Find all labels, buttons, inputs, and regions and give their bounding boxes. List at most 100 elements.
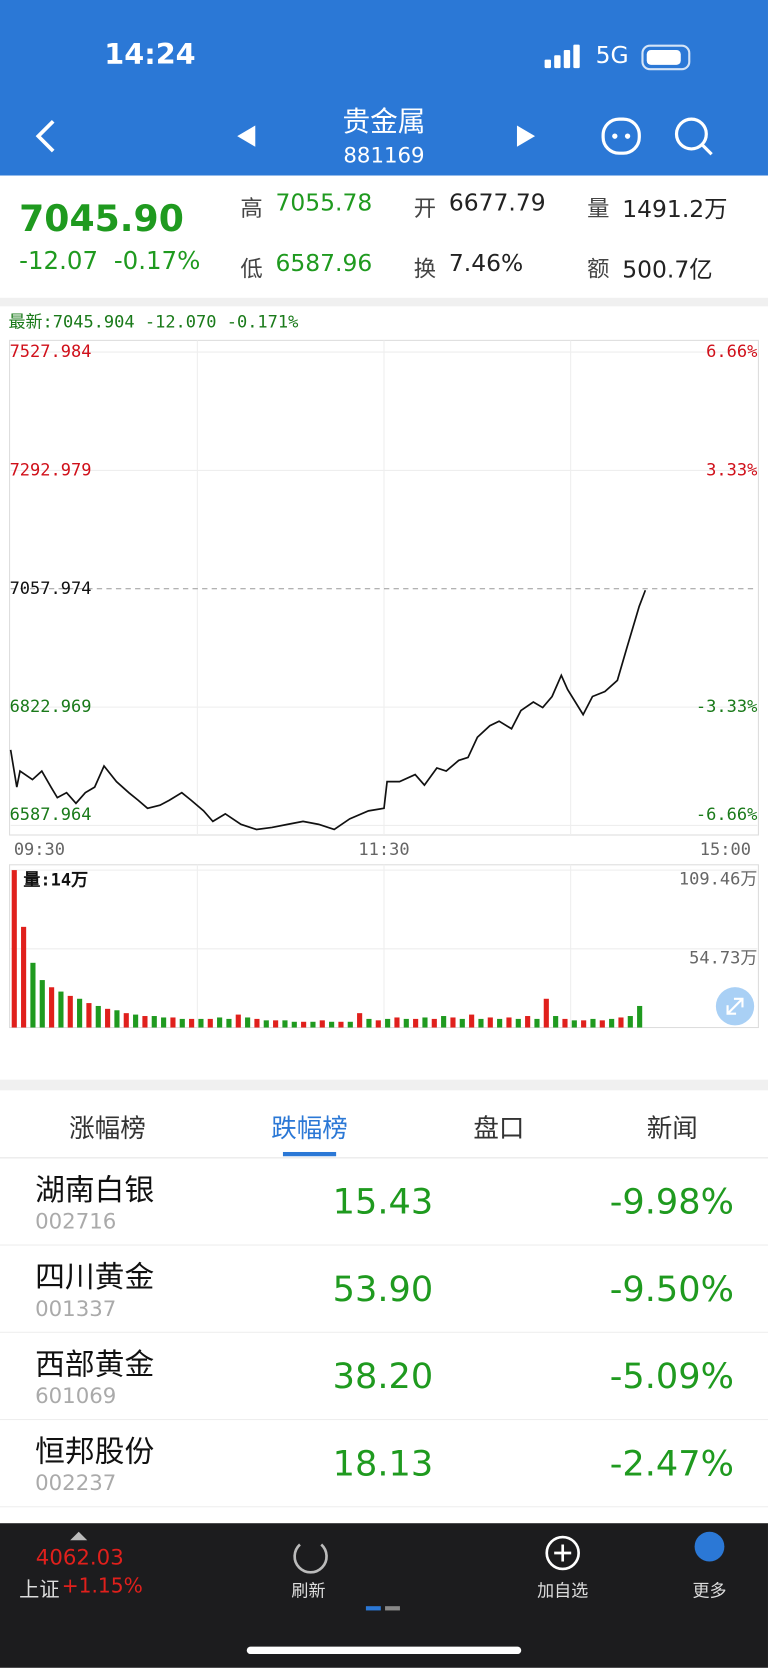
volume-bar bbox=[67, 995, 73, 1028]
volume-bar bbox=[114, 1010, 120, 1028]
stock-price: 38.20 bbox=[332, 1355, 434, 1397]
tab[interactable]: 新闻 bbox=[646, 1113, 698, 1144]
index-value: 4062.03 bbox=[35, 1544, 124, 1571]
change: -12.07 bbox=[19, 247, 99, 276]
volume-bar bbox=[469, 1014, 475, 1028]
stock-change: -5.09% bbox=[609, 1355, 734, 1397]
volume-bar bbox=[198, 1018, 204, 1028]
stat-label: 高 bbox=[240, 195, 263, 222]
stat-label: 量 bbox=[587, 195, 610, 222]
stat-value: 7055.78 bbox=[275, 190, 373, 217]
nav-code: 881169 bbox=[343, 142, 425, 169]
volume-bar bbox=[459, 1018, 465, 1028]
chart: 最新:7045.904 -12.070 -0.171% 09:30 11:30 15:… bbox=[9, 312, 759, 1029]
volume-bar bbox=[637, 1005, 643, 1028]
volume-bar bbox=[571, 1020, 577, 1028]
volume-bar bbox=[189, 1018, 195, 1028]
tab[interactable]: 盘口 bbox=[473, 1113, 525, 1144]
volume-bar bbox=[515, 1018, 521, 1028]
tab[interactable]: 跌幅榜 bbox=[271, 1113, 348, 1144]
clock: 14:24 bbox=[104, 38, 196, 72]
refresh-label[interactable]: 刷新 bbox=[291, 1580, 326, 1601]
refresh-icon[interactable] bbox=[293, 1543, 328, 1574]
stock-price: 53.90 bbox=[332, 1267, 434, 1310]
volume-bar bbox=[226, 1018, 232, 1028]
volume-bar bbox=[77, 998, 83, 1028]
home-indicator bbox=[246, 1646, 522, 1655]
search-button[interactable] bbox=[674, 117, 708, 151]
index-change: +1.15% bbox=[61, 1574, 143, 1598]
stock-code: 002237 bbox=[35, 1470, 117, 1496]
more-label[interactable]: 更多 bbox=[692, 1580, 727, 1601]
y-tick-label: 7527.984 bbox=[10, 342, 92, 362]
more-icon[interactable] bbox=[694, 1531, 725, 1562]
header bbox=[0, 0, 768, 176]
row-divider bbox=[0, 1331, 768, 1333]
volume-bar bbox=[291, 1021, 297, 1028]
status-icons bbox=[544, 44, 691, 71]
y-tick-label: 6587.964 bbox=[10, 805, 92, 825]
volume-tick-label: 109.46万 bbox=[679, 870, 757, 890]
volume-bar bbox=[338, 1021, 344, 1028]
page-dot bbox=[385, 1606, 400, 1611]
volume-bar bbox=[441, 1016, 447, 1028]
chart-header: 最新:7045.904 -12.070 -0.171% bbox=[9, 312, 299, 332]
stock-change: -9.98% bbox=[609, 1180, 734, 1223]
volume-bar bbox=[123, 1013, 129, 1028]
price-line bbox=[9, 589, 647, 831]
add-icon[interactable] bbox=[545, 1535, 580, 1571]
tab[interactable]: 涨幅榜 bbox=[69, 1113, 146, 1144]
chat-button[interactable] bbox=[601, 117, 641, 155]
volume-bar bbox=[525, 1016, 531, 1028]
volume-bar bbox=[30, 962, 36, 1028]
stock-name[interactable]: 西部黄金 bbox=[35, 1346, 155, 1382]
signal-bar bbox=[544, 59, 551, 69]
volume-bar bbox=[431, 1018, 437, 1028]
divider bbox=[0, 1079, 768, 1091]
prev-button[interactable] bbox=[237, 125, 256, 147]
battery bbox=[641, 44, 691, 71]
price: 7045.90 bbox=[19, 197, 184, 241]
stat-label: 换 bbox=[413, 256, 437, 282]
stock-change: -2.47% bbox=[609, 1442, 734, 1484]
volume-bar bbox=[86, 1003, 92, 1028]
x-tick-label: 11:30 bbox=[358, 840, 409, 860]
volume-bar bbox=[590, 1018, 596, 1028]
volume-bar bbox=[403, 1018, 409, 1028]
volume-bar bbox=[254, 1018, 260, 1028]
stock-name[interactable]: 湖南白银 bbox=[35, 1172, 155, 1208]
expand-arrow[interactable] bbox=[70, 1531, 88, 1541]
volume-bar bbox=[58, 991, 64, 1028]
volume-bar bbox=[49, 987, 55, 1028]
index-name: 上证 bbox=[19, 1578, 60, 1602]
signal-bar bbox=[563, 49, 571, 69]
expand-icon bbox=[726, 997, 744, 1015]
y2-tick-label: -6.66% bbox=[696, 805, 757, 825]
volume-bar bbox=[95, 1005, 101, 1028]
stat-value: 6587.96 bbox=[275, 251, 373, 278]
volume-bar bbox=[497, 1018, 503, 1028]
volume-bar bbox=[11, 870, 17, 1028]
volume-tick-label: 54.73万 bbox=[689, 948, 757, 968]
volume-bar bbox=[151, 1016, 157, 1028]
tab-indicator bbox=[282, 1151, 337, 1157]
y-tick-label: 7057.974 bbox=[10, 579, 92, 599]
volume-bar bbox=[142, 1016, 148, 1028]
x-tick-label: 09:30 bbox=[14, 840, 65, 860]
row-divider bbox=[0, 1506, 768, 1508]
volume-bar bbox=[161, 1017, 167, 1028]
volume-bar bbox=[273, 1020, 279, 1028]
icon-dot bbox=[612, 133, 618, 139]
y2-tick-label: 3.33% bbox=[706, 460, 757, 480]
row-divider bbox=[0, 1244, 768, 1246]
volume-bar bbox=[207, 1018, 213, 1028]
volume-bar bbox=[319, 1020, 325, 1028]
stock-name[interactable]: 四川黄金 bbox=[35, 1259, 155, 1295]
stock-name[interactable]: 恒邦股份 bbox=[35, 1433, 155, 1469]
next-button[interactable] bbox=[516, 125, 536, 147]
volume-bar bbox=[599, 1020, 605, 1028]
back-button[interactable] bbox=[35, 119, 55, 153]
stat-value: 1491.2万 bbox=[622, 196, 728, 224]
volume-bar bbox=[133, 1014, 139, 1028]
add-label[interactable]: 加自选 bbox=[537, 1580, 589, 1601]
